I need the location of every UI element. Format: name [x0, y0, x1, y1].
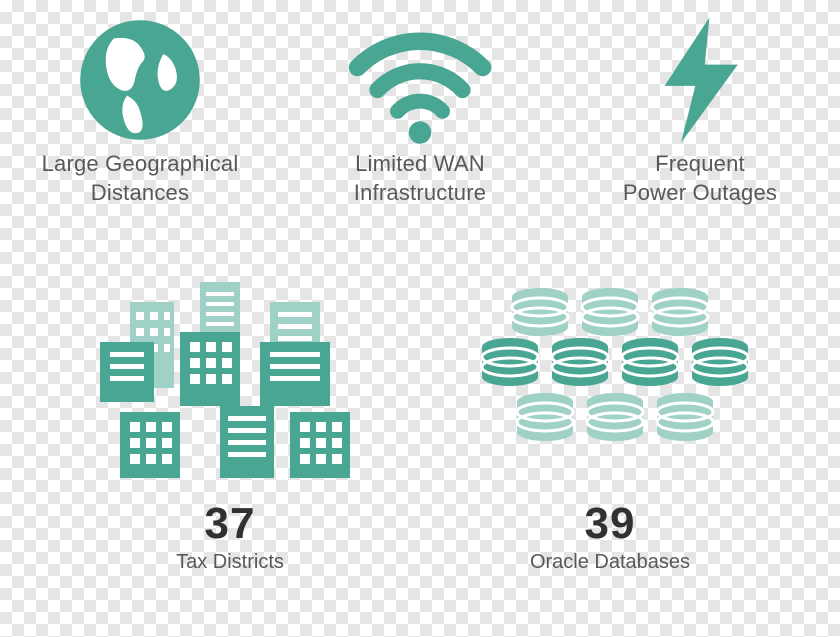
wifi-icon [300, 10, 540, 150]
caption-line1: Frequent [655, 151, 745, 176]
cell-wan: Limited WAN Infrastructure [300, 10, 540, 207]
caption-line1: Large Geographical [42, 151, 239, 176]
globe-icon [20, 10, 260, 150]
cell-oracle-databases: 39 Oracle Databases [440, 267, 780, 574]
top-row: Large Geographical Distances Limited WAN… [0, 0, 840, 207]
cell-power: Frequent Power Outages [580, 10, 820, 207]
bottom-row: 37 Tax Districts [0, 267, 840, 574]
caption-geographical: Large Geographical Distances [20, 150, 260, 207]
caption-line2: Infrastructure [354, 180, 486, 205]
number-tax-districts: 37 [60, 499, 400, 549]
label-oracle-databases: Oracle Databases [440, 551, 780, 574]
number-oracle-databases: 39 [440, 499, 780, 549]
cell-geographical: Large Geographical Distances [20, 10, 260, 207]
infographic-root: Large Geographical Distances Limited WAN… [0, 0, 840, 637]
caption-power: Frequent Power Outages [580, 150, 820, 207]
caption-line2: Power Outages [623, 180, 777, 205]
buildings-icon [60, 267, 400, 487]
caption-line1: Limited WAN [355, 151, 485, 176]
caption-wan: Limited WAN Infrastructure [300, 150, 540, 207]
databases-icon [440, 267, 780, 487]
label-tax-districts: Tax Districts [60, 551, 400, 574]
caption-line2: Distances [91, 180, 189, 205]
cell-tax-districts: 37 Tax Districts [60, 267, 400, 574]
bolt-icon [580, 10, 820, 150]
